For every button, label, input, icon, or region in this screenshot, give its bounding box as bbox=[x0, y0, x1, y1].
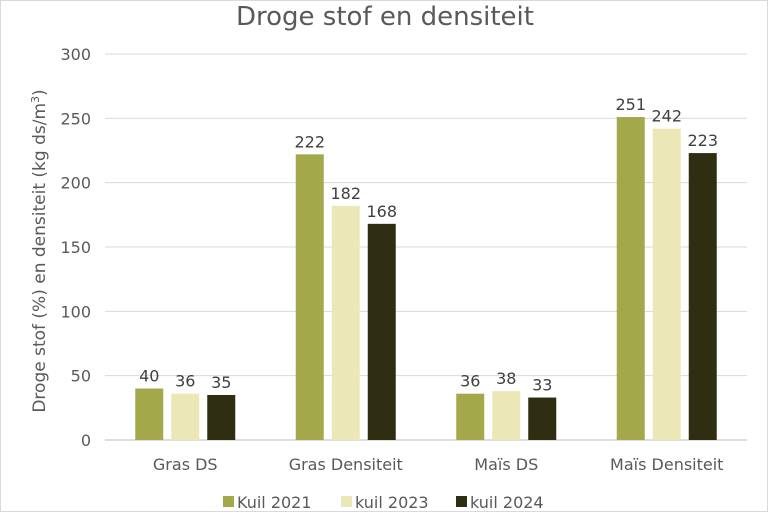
chart-title: Droge stof en densiteit bbox=[236, 2, 534, 32]
data-label: 38 bbox=[496, 369, 516, 388]
legend-label: kuil 2024 bbox=[470, 493, 544, 512]
bar bbox=[688, 153, 717, 440]
y-tick-label: 50 bbox=[71, 367, 91, 386]
data-label: 33 bbox=[532, 376, 552, 395]
y-axis-ticks: 0 50 100 150 200 250 300 bbox=[60, 45, 91, 450]
y-axis-label-superscript: 3 bbox=[29, 96, 42, 103]
bar bbox=[135, 388, 164, 440]
y-tick-label: 100 bbox=[60, 302, 91, 321]
x-axis-categories: Gras DS Gras Densiteit Maïs DS Maïs Densite… bbox=[153, 455, 724, 474]
y-axis-label-main: Droge stof (%) en densiteit (kg ds/m bbox=[30, 103, 50, 413]
legend: Kuil 2021 kuil 2023 kuil 2024 bbox=[223, 493, 544, 512]
bar bbox=[616, 117, 645, 441]
bar bbox=[528, 397, 557, 440]
y-tick-label: 250 bbox=[60, 109, 91, 128]
bar bbox=[652, 128, 681, 441]
legend-label: Kuil 2021 bbox=[237, 493, 312, 512]
x-category-label: Maïs Densiteit bbox=[610, 455, 723, 474]
legend-label: kuil 2023 bbox=[355, 493, 429, 512]
x-category-label: Gras DS bbox=[153, 455, 218, 474]
data-label: 182 bbox=[330, 184, 361, 203]
y-tick-label: 300 bbox=[60, 45, 91, 64]
y-axis-label-tail: ) bbox=[30, 89, 50, 96]
x-category-label: Maïs DS bbox=[474, 455, 538, 474]
legend-swatch bbox=[223, 496, 234, 507]
legend-swatch bbox=[341, 496, 352, 507]
legend-swatch bbox=[456, 496, 467, 507]
data-label: 251 bbox=[615, 95, 646, 114]
data-label: 168 bbox=[366, 202, 397, 221]
data-label: 40 bbox=[139, 367, 159, 386]
y-tick-label: 0 bbox=[81, 431, 91, 450]
y-tick-label: 200 bbox=[60, 174, 91, 193]
bar bbox=[331, 205, 360, 440]
data-labels: 40 36 35 222 182 168 36 38 33 251 242 223 bbox=[139, 95, 718, 394]
data-label: 242 bbox=[651, 107, 682, 126]
y-axis-label: Droge stof (%) en densiteit (kg ds/m3) bbox=[29, 89, 51, 412]
gridlines bbox=[105, 53, 747, 441]
bars bbox=[135, 117, 717, 441]
data-label: 222 bbox=[294, 132, 325, 151]
data-label: 36 bbox=[460, 372, 480, 391]
bar bbox=[295, 154, 324, 441]
bar bbox=[171, 393, 200, 440]
bar bbox=[207, 394, 236, 440]
data-label: 223 bbox=[687, 131, 718, 150]
bar bbox=[456, 393, 485, 440]
data-label: 35 bbox=[211, 373, 231, 392]
bar bbox=[492, 391, 521, 440]
y-tick-label: 150 bbox=[60, 238, 91, 257]
data-label: 36 bbox=[175, 372, 195, 391]
x-category-label: Gras Densiteit bbox=[289, 455, 403, 474]
bar bbox=[367, 223, 396, 440]
